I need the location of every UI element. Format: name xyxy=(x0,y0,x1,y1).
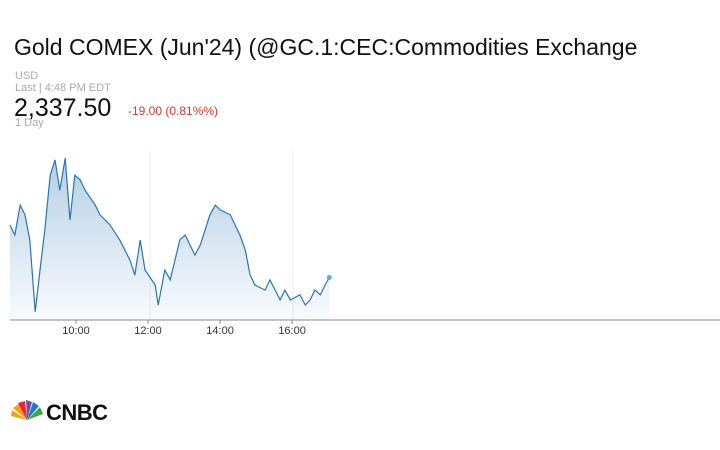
logo-text: CNBC xyxy=(46,400,108,425)
chart-title: Gold COMEX (Jun'24) (@GC.1:CEC:Commoditi… xyxy=(14,34,638,60)
price-line xyxy=(9,158,330,312)
x-tick-label: 10:00 xyxy=(62,325,90,337)
x-tick-label: 14:00 xyxy=(206,325,234,337)
change: -19.00 (0.81%%) xyxy=(128,104,219,118)
area-fill xyxy=(10,158,330,320)
period: 1 Day xyxy=(15,117,44,129)
chart: 10:00 12:00 14:00 16:00 xyxy=(9,150,720,337)
last-point xyxy=(326,275,332,280)
price: 2,337.50 xyxy=(14,94,112,122)
x-tick-label: 16:00 xyxy=(278,325,306,337)
logo-peacock xyxy=(11,400,43,420)
currency: USD xyxy=(15,70,39,82)
x-tick-label: 12:00 xyxy=(134,325,162,337)
last-updated: Last | 4:48 PM EDT xyxy=(15,82,111,94)
